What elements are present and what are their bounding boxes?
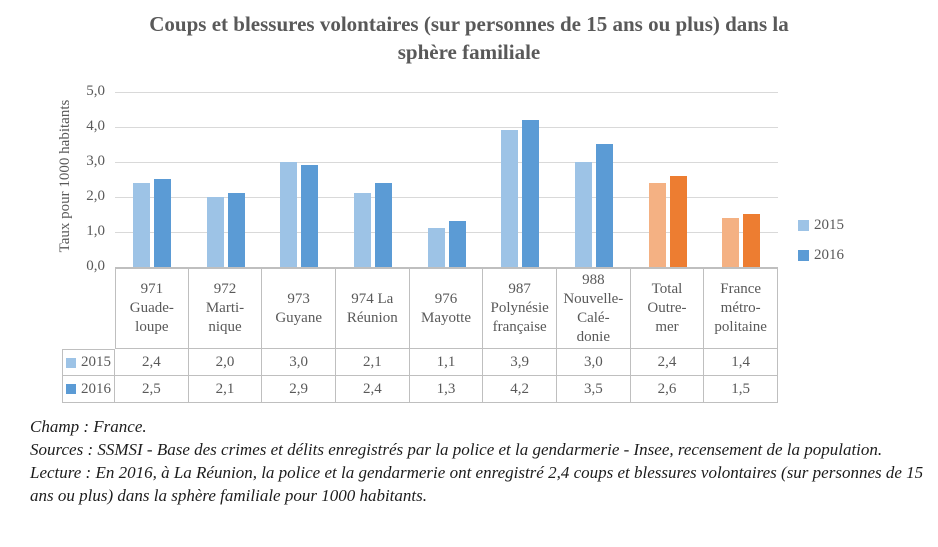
y-tick-label-4,0: 4,0 [86,118,105,134]
note-sources: Sources : SSMSI - Base des crimes et dél… [30,440,883,459]
y-tick-label-3,0: 3,0 [86,153,105,169]
legend-swatch-2016-icon [798,250,809,261]
table-header-cell: France métro- politaine [704,268,778,349]
bar-2015-976-mayotte [427,228,445,267]
table-header-cell: 972 Marti- nique [188,268,263,349]
bar-2015-971-guadeloupe [132,183,150,267]
table-value-cell-2016-2: 2,9 [262,376,336,403]
bar-2015-973-guyane [280,162,298,267]
legend-swatch-2015-icon [798,220,809,231]
legend-item-2015: 2015 [798,217,844,234]
table-value-cell-2016-0: 2,5 [115,376,189,403]
gridline-4 [115,127,778,128]
gridline-3 [115,162,778,163]
note-lecture: Lecture : En 2016, à La Réunion, la poli… [30,463,924,505]
table-header-cell: 974 La Réunion [335,268,410,349]
y-tick-label-0,0: 0,0 [86,258,105,274]
table-value-cell-2016-4: 1,3 [409,376,484,403]
bar-2016-973-guyane [301,165,319,267]
table-value-cell-2015-3: 2,1 [335,349,410,376]
y-axis-title: Taux pour 1000 habitants [57,99,73,253]
gridline-2 [115,197,778,198]
legend-item-2016: 2016 [798,247,844,264]
table-value-cell-2016-8: 1,5 [704,376,778,403]
y-tick-label-1,0: 1,0 [86,223,105,239]
table-corner-cell [62,268,115,349]
legend-label-2016: 2016 [814,247,844,263]
bar-2016-total-outre-mer [669,176,687,267]
bar-2016-987-polyn-sie-fran-aise [522,120,540,267]
chart-notes: Champ : France. Sources : SSMSI - Base d… [30,415,933,507]
table-header-cell: Total Outre- mer [630,268,705,349]
plot-area [115,85,778,268]
table-value-cell-2015-5: 3,9 [483,349,557,376]
table-value-cell-2015-6: 3,0 [556,349,631,376]
table-value-cell-2015-7: 2,4 [630,349,705,376]
chart-data-table: 971 Guade- loupe 972 Marti- nique 973 Guya… [62,268,778,403]
table-header-cell: 987 Polynésie française [483,268,557,349]
table-value-cell-2015-2: 3,0 [262,349,336,376]
table-value-cell-2016-3: 2,4 [335,376,410,403]
bar-2015-974-la-r-union [353,193,371,267]
table-value-cell-2015-1: 2,0 [188,349,263,376]
table-header-cell: 976 Mayotte [409,268,484,349]
bar-2016-976-mayotte [448,221,466,267]
table-header-cell: 971 Guade- loupe [115,268,189,349]
bar-2015-988-nouvelle-cal-donie [574,162,592,267]
table-key-swatch-2015-icon [66,357,76,368]
table-header-cell: 973 Guyane [262,268,336,349]
table-key-label-2015: 2015 [81,354,111,370]
table-value-cell-2016-6: 3,5 [556,376,631,403]
legend-label-2015: 2015 [814,217,844,233]
bar-2016-972-martinique [227,193,245,267]
table-value-cell-2015-8: 1,4 [704,349,778,376]
bar-2016-988-nouvelle-cal-donie [595,144,613,267]
gridline-1 [115,232,778,233]
table-value-cell-2016-7: 2,6 [630,376,705,403]
gridline-5 [115,92,778,93]
bar-2015-987-polyn-sie-fran-aise [501,130,519,267]
bar-2015-972-martinique [206,197,224,267]
y-tick-label-2,0: 2,0 [86,188,105,204]
note-champ: Champ : France. [30,417,147,436]
table-legend-key-2015: 2015 [62,349,115,376]
table-key-swatch-2016-icon [66,384,76,394]
y-tick-label-5,0: 5,0 [86,83,105,99]
table-value-cell-2016-1: 2,1 [188,376,263,403]
table-value-cell-2016-5: 4,2 [483,376,557,403]
bar-2016-974-la-r-union [374,183,392,267]
table-value-cell-2015-4: 1,1 [409,349,484,376]
bar-2015-france-m-tropolitaine [722,218,740,267]
chart-legend: 2015 2016 [798,217,844,277]
table-key-label-2016: 2016 [81,380,111,397]
bar-2016-france-m-tropolitaine [743,214,761,267]
table-value-cell-2015-0: 2,4 [115,349,189,376]
bar-2015-total-outre-mer [648,183,666,267]
bar-2016-971-guadeloupe [153,179,171,267]
chart-title: Coups et blessures volontaires (sur pers… [149,12,789,64]
table-legend-key-2016: 2016 [62,376,115,403]
table-header-cell: 988 Nouvelle- Calé- donie [556,268,631,349]
